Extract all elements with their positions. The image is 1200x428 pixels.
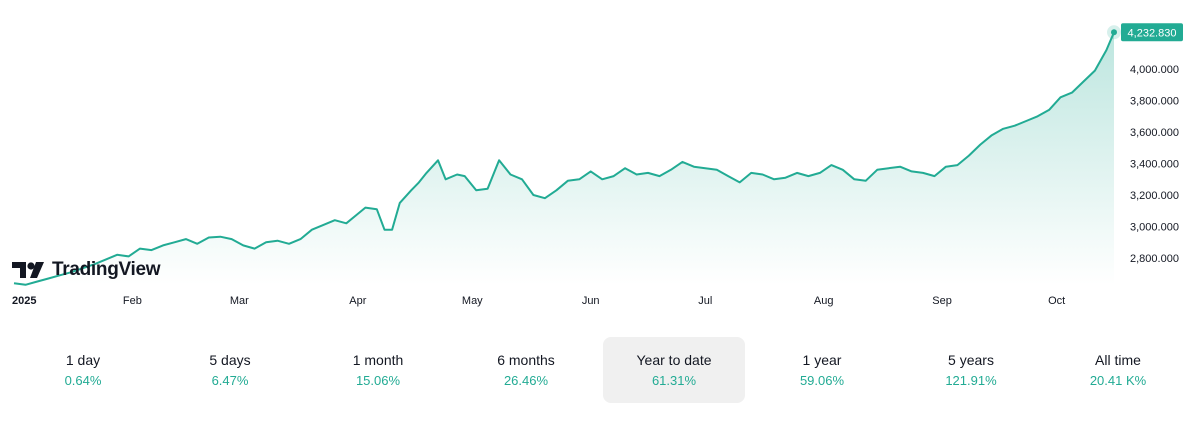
period-label: 6 months [497, 352, 555, 368]
period-label: 5 years [948, 352, 994, 368]
period-tab-5-years[interactable]: 5 years 121.91% [900, 337, 1042, 403]
period-change-value: 59.06% [799, 373, 845, 388]
x-tick-label: 2025 [12, 295, 36, 307]
period-label: 5 days [209, 352, 251, 368]
y-tick-label: 3,000.000 [1130, 222, 1179, 234]
price-area-fill [14, 32, 1114, 285]
tradingview-logo[interactable]: TradingView [12, 259, 161, 281]
x-tick-label: Jun [582, 295, 600, 307]
x-tick-label: Aug [814, 295, 834, 307]
period-tab-6-months[interactable]: 6 months 26.46% [455, 337, 597, 403]
period-change-value: 0.64% [64, 373, 102, 388]
price-chart-svg[interactable]: 2,800.000 3,000.000 3,200.000 3,400.000 3,60… [0, 0, 1200, 320]
period-tab-all-time[interactable]: All time 20.41 K% [1047, 337, 1189, 403]
period-change-value: 6.47% [211, 373, 249, 388]
last-point [1111, 29, 1117, 36]
period-change-value: 20.41 K% [1089, 373, 1147, 388]
period-change-value: 15.06% [355, 373, 401, 388]
period-change-value: 26.46% [503, 373, 549, 388]
x-tick-label: Apr [349, 295, 366, 307]
period-tab-1-day[interactable]: 1 day 0.64% [12, 337, 154, 403]
period-label: Year to date [636, 352, 712, 368]
y-tick-label: 3,200.000 [1130, 190, 1179, 202]
y-tick-label: 2,800.000 [1130, 253, 1179, 265]
period-label: 1 year [802, 352, 842, 368]
performance-periods: 1 day 0.64% 5 days 6.47% 1 month 15.06% 6 mont… [0, 337, 1200, 403]
tradingview-logo-icon [12, 262, 44, 278]
x-tick-label: Feb [123, 295, 142, 307]
period-tab-5-days[interactable]: 5 days 6.47% [159, 337, 301, 403]
x-tick-label: Jul [698, 295, 712, 307]
logo-wordmark: TradingView [52, 259, 161, 280]
y-tick-label: 3,800.000 [1130, 96, 1179, 108]
x-tick-label: Mar [230, 295, 249, 307]
period-label: 1 month [352, 352, 404, 368]
y-tick-label: 3,600.000 [1130, 127, 1179, 139]
y-tick-label: 3,400.000 [1130, 159, 1179, 171]
last-value-label: 4,232.830 [1128, 27, 1177, 39]
y-tick-label: 4,000.000 [1130, 64, 1179, 76]
x-tick-label: May [462, 295, 483, 307]
x-tick-label: Sep [932, 295, 952, 307]
period-change-value: 121.91% [945, 373, 997, 388]
last-value-badge [1121, 23, 1183, 42]
price-line [13, 31, 1115, 286]
period-label: All time [1095, 352, 1141, 368]
price-chart[interactable]: 2,800.000 3,000.000 3,200.000 3,400.000 3,60… [0, 0, 1200, 320]
period-tab-year-to-date[interactable]: Year to date 61.31% [603, 337, 745, 403]
x-tick-label: Oct [1048, 295, 1065, 307]
period-change-value: 61.31% [651, 373, 697, 388]
period-tab-1-month[interactable]: 1 month 15.06% [307, 337, 449, 403]
period-tab-1-year[interactable]: 1 year 59.06% [751, 337, 893, 403]
period-label: 1 day [65, 352, 101, 368]
